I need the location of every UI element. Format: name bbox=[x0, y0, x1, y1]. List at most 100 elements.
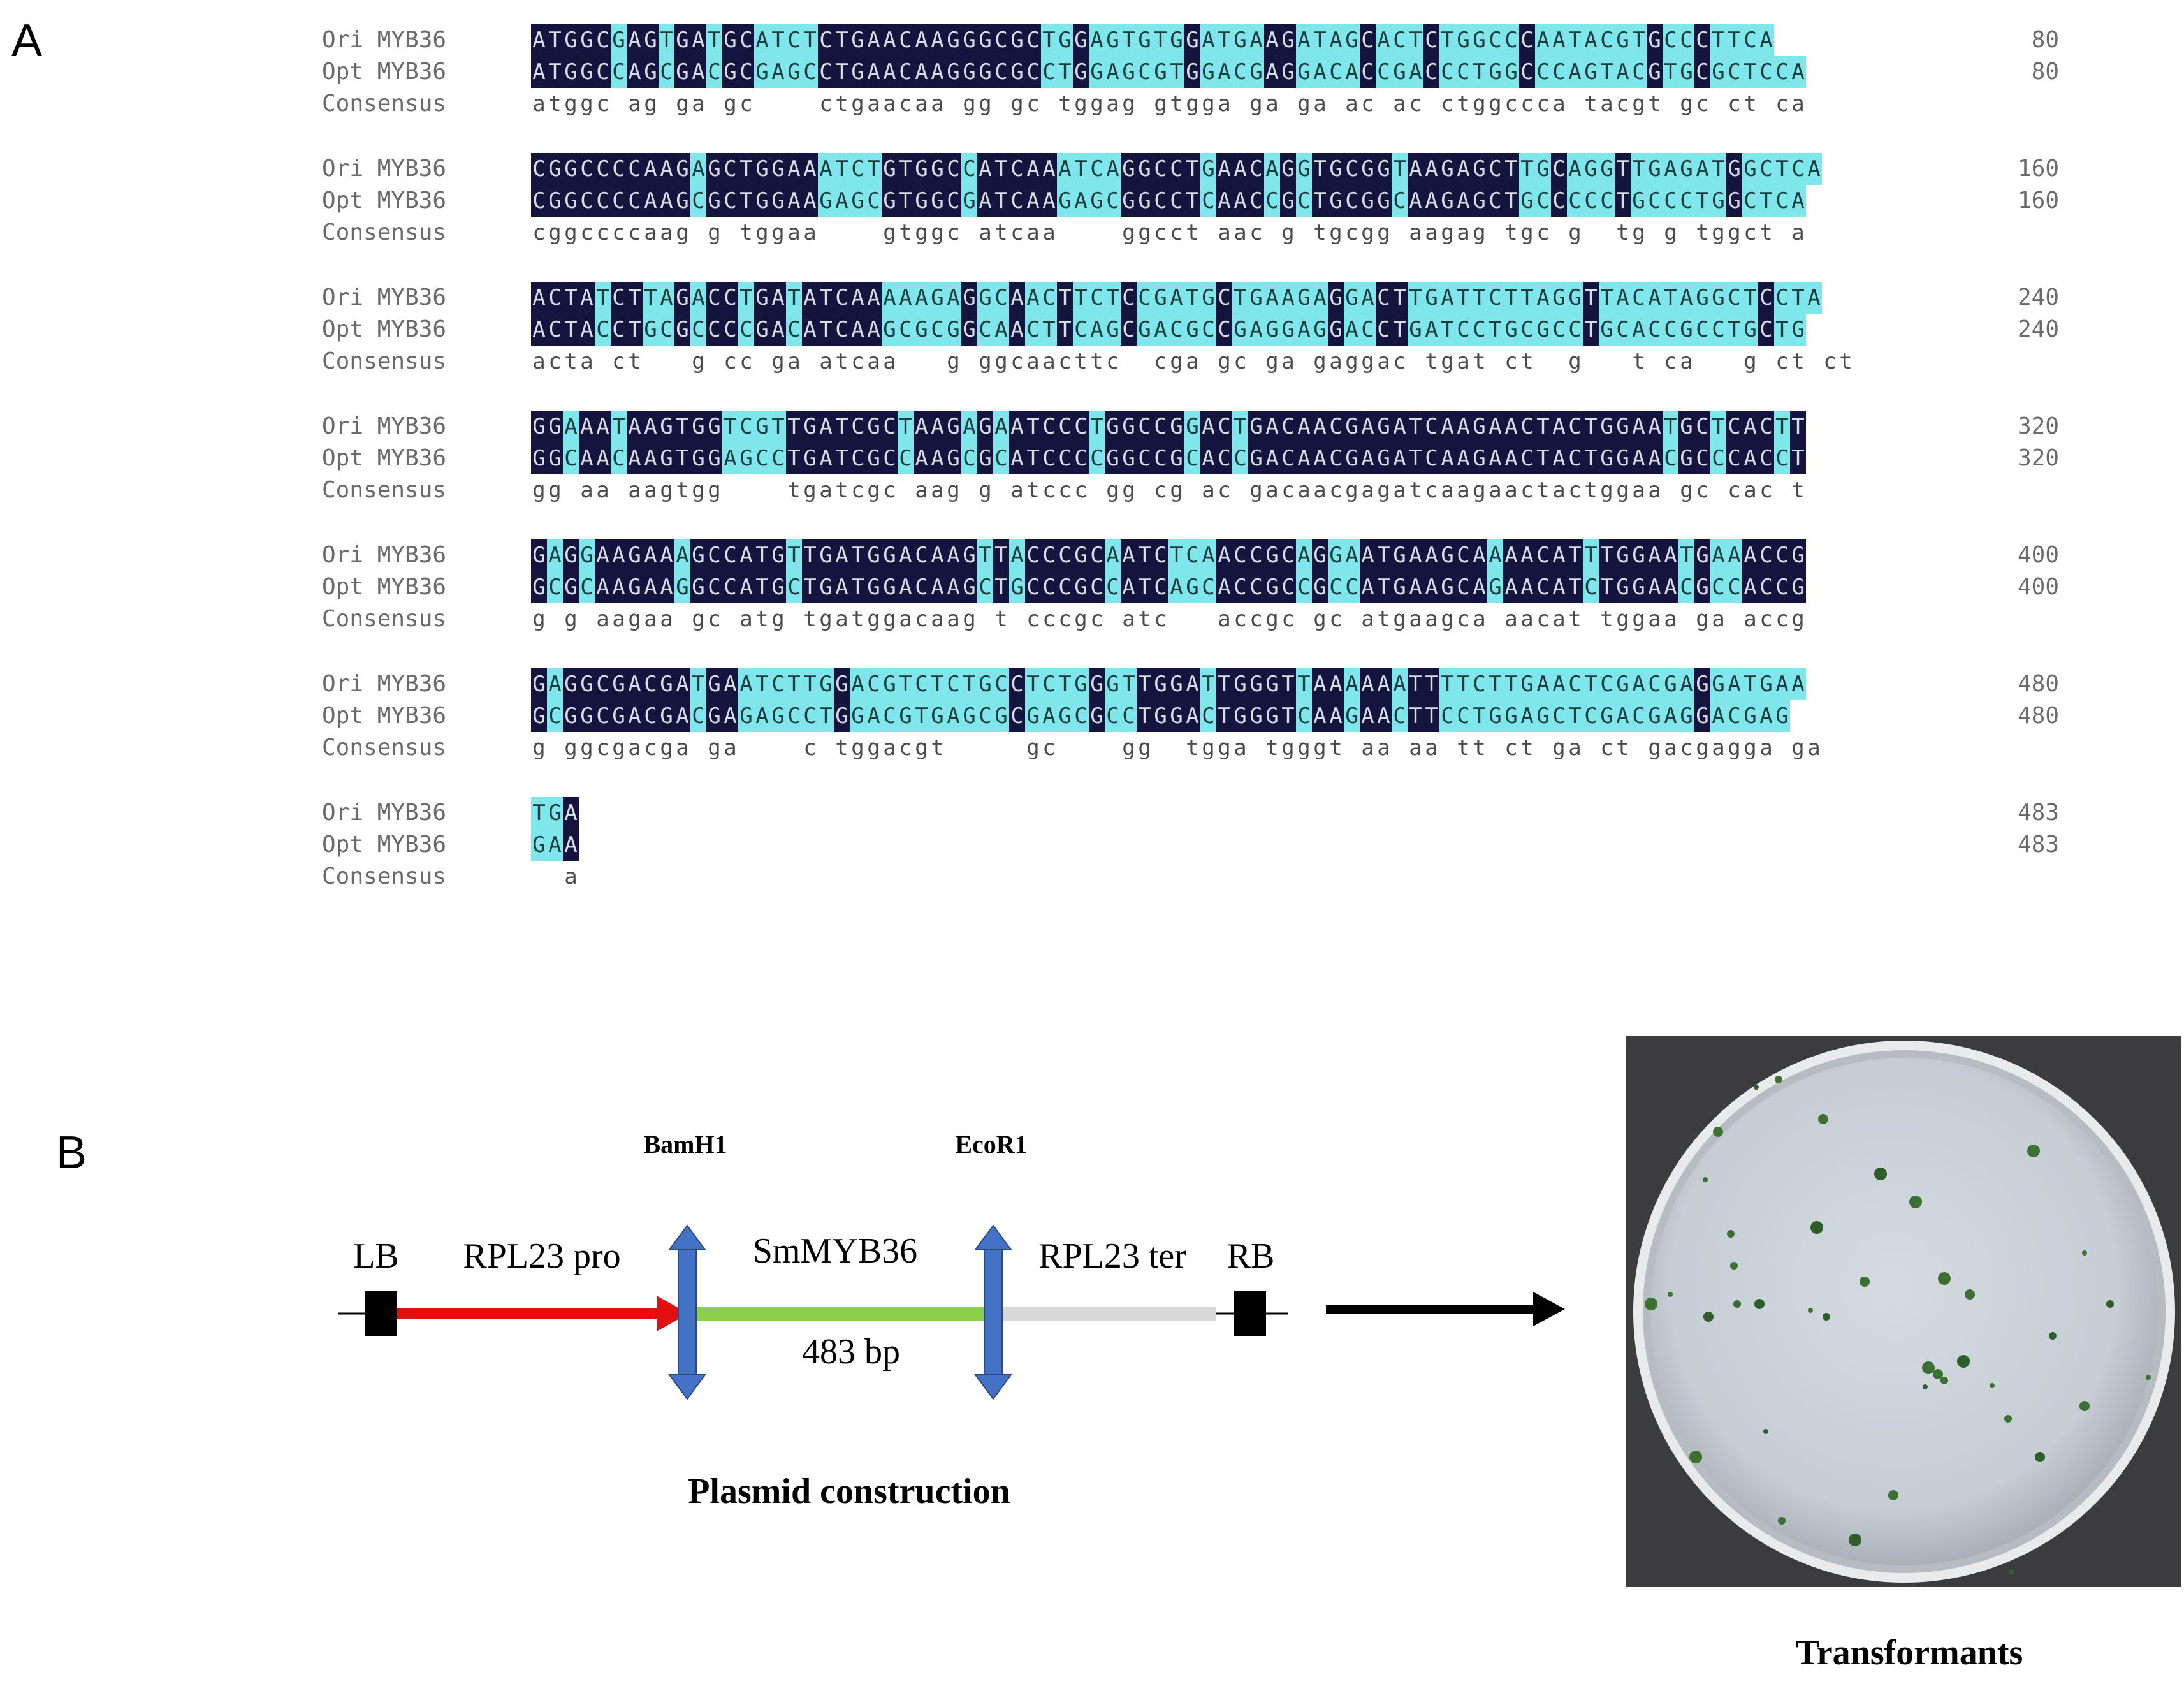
sequence-name: Opt MYB36 bbox=[322, 703, 447, 729]
alignment-row-ori: Ori MYB36 G G A A A T A A G T G G T C G T T G A T C G C T A A G A G A A… bbox=[0, 411, 2184, 443]
alignment-row-ori: Ori MYB36 G A G G C G A C G A T G A A T C T T G G A C G T C T C T G C C… bbox=[0, 668, 2184, 700]
sequence-name: Consensus bbox=[322, 348, 447, 374]
sequence-name: Ori MYB36 bbox=[322, 413, 447, 439]
sequence-name: Opt MYB36 bbox=[322, 187, 447, 214]
colony bbox=[1808, 1308, 1813, 1313]
sequence-name: Ori MYB36 bbox=[322, 800, 447, 826]
alignment-row-consensus: Consensus a bbox=[0, 861, 2184, 893]
colony bbox=[2106, 1300, 2114, 1308]
colony bbox=[1754, 1085, 1759, 1090]
colony bbox=[1645, 1298, 1657, 1310]
sequence-name: Opt MYB36 bbox=[322, 445, 447, 471]
colony bbox=[1940, 1377, 1948, 1384]
sequence-position: 483 bbox=[2017, 831, 2059, 858]
terminator-bar bbox=[993, 1307, 1216, 1321]
sequence-name: Opt MYB36 bbox=[322, 316, 447, 342]
alignment-row-opt: Opt MYB36 A C T A C C T G C G C C C C G A C A T C A A G C G C G G C A A… bbox=[0, 314, 2184, 346]
alignment-block: Ori MYB36 G A G G A A G A A A G C C A T G T T G A T G G A C A A G T T A… bbox=[0, 539, 2184, 648]
colony bbox=[2027, 1145, 2040, 1157]
alignment-row-opt: Opt MYB36 G C G C A A G A A G G C C A T G C T G A T G G A C A A G C T G… bbox=[0, 571, 2184, 603]
sequence-name: Opt MYB36 bbox=[322, 574, 447, 600]
colony bbox=[1909, 1196, 1922, 1208]
alignment-row-opt: Opt MYB36 G A A 483 bbox=[0, 829, 2184, 861]
colony bbox=[1922, 1361, 1935, 1374]
sequence-name: Opt MYB36 bbox=[322, 59, 447, 85]
colony bbox=[2146, 1375, 2151, 1380]
sequence-name: Ori MYB36 bbox=[322, 156, 447, 182]
promoter-arrowhead bbox=[657, 1296, 688, 1331]
gene-size-label: 483 bp bbox=[802, 1332, 900, 1372]
rb-label: RB bbox=[1227, 1236, 1275, 1276]
panel-label-b: B bbox=[56, 1127, 87, 1178]
construct-svg: BamH1 EcoR1 LB RPL23 pro SmMYB36 483 bp … bbox=[338, 1130, 1565, 1511]
colony bbox=[1713, 1127, 1723, 1137]
alignment-block: Ori MYB36 A T G G C G A G T G A T G C A T C T C T G A A C A A G G G C G… bbox=[0, 24, 2184, 133]
colony bbox=[1818, 1114, 1828, 1124]
colony bbox=[1775, 1076, 1782, 1083]
colony bbox=[1689, 1451, 1702, 1463]
rb-box bbox=[1234, 1291, 1266, 1336]
colony bbox=[1888, 1490, 1898, 1500]
sequence-name: Consensus bbox=[322, 863, 447, 890]
colony bbox=[2009, 1569, 2014, 1574]
sequence-position: 400 bbox=[2017, 542, 2059, 568]
alignment-row-opt: Opt MYB36 A T G G C C A G C G A C G C G A G C C T G A A C A A G G G C G… bbox=[0, 56, 2184, 88]
lb-label: LB bbox=[353, 1236, 399, 1276]
alignment-block: Ori MYB36 C G G C C C C A A G A G C T G G A A A T C T G T G G C C A T C… bbox=[0, 153, 2184, 261]
colony bbox=[1754, 1299, 1765, 1309]
sequence-name: Consensus bbox=[322, 477, 447, 503]
colony bbox=[1957, 1355, 1970, 1368]
colony bbox=[1763, 1429, 1768, 1434]
sequence-alignment: Ori MYB36 A T G G C G A G T G A T G C A T C T C T G A A C A A G G G C G… bbox=[0, 24, 2184, 905]
alignment-row-ori: Ori MYB36 T G A 483 bbox=[0, 797, 2184, 829]
alignment-row-ori: Ori MYB36 A C T A T C T T A G A C C T G A T A T C A A A A A G A G G C A… bbox=[0, 282, 2184, 314]
sequence-name: Consensus bbox=[322, 91, 447, 117]
colony bbox=[1990, 1383, 1995, 1388]
alignment-row-opt: Opt MYB36 G C G G C G A C G A C G A G A G C C T G G A C G T G A G C G C… bbox=[0, 700, 2184, 732]
sequence-name: Ori MYB36 bbox=[322, 27, 447, 53]
alignment-block: Ori MYB36 A C T A T C T T A G A C C T G A T A T C A A A A A G A G G C A… bbox=[0, 282, 2184, 390]
sequence-name: Consensus bbox=[322, 735, 447, 761]
colony bbox=[1938, 1272, 1951, 1285]
gene-bar bbox=[688, 1307, 993, 1321]
sequence-position: 480 bbox=[2017, 671, 2059, 697]
sequence-name: Consensus bbox=[322, 606, 447, 632]
alignment-row-ori: Ori MYB36 G A G G A A G A A A G C C A T G T T G A T G G A C A A G T T A… bbox=[0, 539, 2184, 571]
construct-caption: Plasmid construction bbox=[688, 1472, 1010, 1511]
sequence-name: Ori MYB36 bbox=[322, 284, 447, 311]
alignment-block: Ori MYB36 G G A A A T A A G T G G T C G T T G A T C G C T A A G A G A A… bbox=[0, 411, 2184, 519]
colony bbox=[1860, 1277, 1870, 1287]
alignment-row-opt: Opt MYB36 G G C A A C A A G T G G A G C C T G A T C G C C A A G C G C A… bbox=[0, 443, 2184, 474]
alignment-block: Ori MYB36 T G A 483 Opt MYB36 G A A 483 Consensus … bbox=[0, 797, 2184, 905]
promoter-label: RPL23 pro bbox=[463, 1236, 620, 1276]
sequence-position: 320 bbox=[2017, 413, 2059, 439]
colony bbox=[1733, 1300, 1741, 1308]
sequence-position: 320 bbox=[2017, 445, 2059, 471]
alignment-row-ori: Ori MYB36 C G G C C C C A A G A G C T G G A A A T C T G T G G C C A T C… bbox=[0, 153, 2184, 185]
sequence-position: 483 bbox=[2017, 800, 2059, 826]
sequence-position: 400 bbox=[2017, 574, 2059, 600]
sequence-name: Ori MYB36 bbox=[322, 671, 447, 697]
lb-box bbox=[365, 1291, 397, 1336]
sequence-position: 240 bbox=[2017, 316, 2059, 342]
colony bbox=[2049, 1332, 2057, 1340]
sequence-name: Consensus bbox=[322, 219, 447, 245]
flow-arrowhead bbox=[1533, 1292, 1565, 1326]
colony bbox=[2035, 1452, 2045, 1462]
